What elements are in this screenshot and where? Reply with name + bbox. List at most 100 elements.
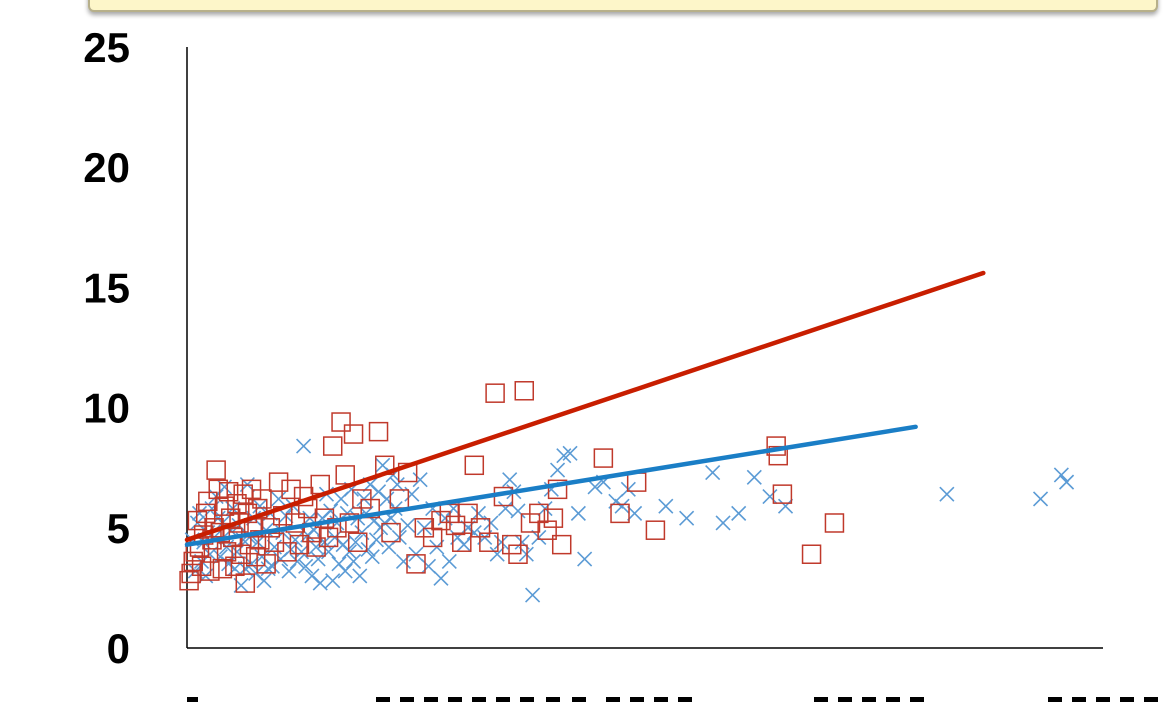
point-x-57 [310,551,326,567]
point-x-114 [470,505,487,521]
point-x-25 [237,561,253,577]
point-x-108 [441,553,457,570]
point-square-54 [331,412,351,432]
point-square-57 [343,424,364,444]
point-square-86 [547,479,568,500]
point-square-94 [772,484,793,504]
point-square-61 [368,421,389,442]
point-x-144 [731,505,747,521]
point-x-101 [412,472,428,488]
point-x-85 [368,532,385,548]
point-x-74 [345,553,362,570]
point-x-50 [296,438,312,454]
point-square-77 [485,383,505,403]
x-tick-fragment-0 [187,697,198,702]
point-x-63 [323,503,339,519]
point-x-117 [489,546,505,562]
point-square-85 [543,508,564,528]
point-x-146 [762,488,778,505]
data-points [179,381,1075,603]
point-square-63 [381,522,401,543]
point-square-89 [610,503,630,524]
point-x-150 [1053,467,1069,483]
point-x-70 [337,563,353,579]
point-square-36 [256,554,276,574]
point-x-148 [939,486,955,502]
point-square-44 [289,534,310,555]
point-x-106 [433,570,449,586]
point-square-71 [445,515,466,536]
x-tick-fragment-7 [520,697,534,702]
point-x-48 [289,553,305,570]
point-x-97 [395,553,412,570]
point-x-143 [715,515,731,531]
point-x-44 [281,563,297,579]
point-x-98 [400,517,416,533]
point-square-52 [322,436,343,456]
point-square-64 [389,489,410,509]
point-x-64 [325,573,341,589]
point-square-28 [237,503,258,524]
point-square-74 [464,455,485,476]
point-x-139 [627,505,643,521]
point-x-122 [510,503,526,519]
point-square-72 [452,532,472,552]
y-tick-labels: 0 5 10 15 20 25 [83,24,130,672]
point-square-84 [537,520,557,540]
point-square-93 [768,445,788,466]
trend-line-0 [184,424,918,547]
x-tick-fragment-17 [886,697,900,702]
x-tick-fragment-14 [814,697,828,702]
point-square-13 [206,460,226,480]
x-tick-fragment-19 [1048,697,1062,702]
y-tick-label-5: 25 [83,24,130,71]
point-square-14 [208,479,228,500]
point-x-125 [525,587,541,603]
y-tick-label-2: 10 [83,385,130,432]
point-square-95 [801,544,822,564]
point-square-56 [339,513,360,533]
top-banner [88,0,1158,12]
point-x-95 [389,476,405,493]
point-square-17 [214,496,235,516]
point-x-133 [577,551,593,567]
point-x-141 [679,510,695,526]
y-tick-label-4: 20 [83,144,130,191]
y-tick-label-1: 5 [107,505,130,552]
point-square-87 [551,534,572,555]
trend-lines [184,270,986,547]
x-axis-dashes [187,697,1158,702]
point-square-27 [235,573,256,593]
point-x-56 [308,539,324,555]
x-tick-fragment-10 [606,697,620,702]
point-x-75 [348,534,364,550]
point-square-22 [225,556,245,577]
point-x-120 [502,472,518,488]
x-tick-fragment-3 [424,697,438,702]
x-tick-fragment-5 [472,697,486,702]
point-x-140 [658,498,674,514]
point-square-58 [347,532,368,552]
x-tick-fragment-12 [654,697,668,702]
point-square-88 [593,448,614,468]
point-x-103 [420,558,437,574]
point-x-40 [271,491,287,507]
point-square-9 [198,491,218,512]
point-x-145 [746,469,762,485]
x-tick-fragment-23 [1144,697,1158,702]
point-square-60 [360,498,380,519]
point-x-132 [570,505,586,521]
point-square-10 [200,561,220,581]
point-x-131 [562,445,578,461]
x-tick-fragment-22 [1120,697,1134,702]
point-square-80 [508,544,528,564]
point-square-35 [252,489,272,509]
point-square-41 [277,542,297,562]
x-tick-fragment-1 [376,697,390,702]
point-x-151 [1059,474,1075,490]
x-tick-fragment-4 [448,697,462,702]
point-x-137 [614,498,630,514]
point-square-91 [645,520,666,540]
trend-line-1 [184,270,986,543]
